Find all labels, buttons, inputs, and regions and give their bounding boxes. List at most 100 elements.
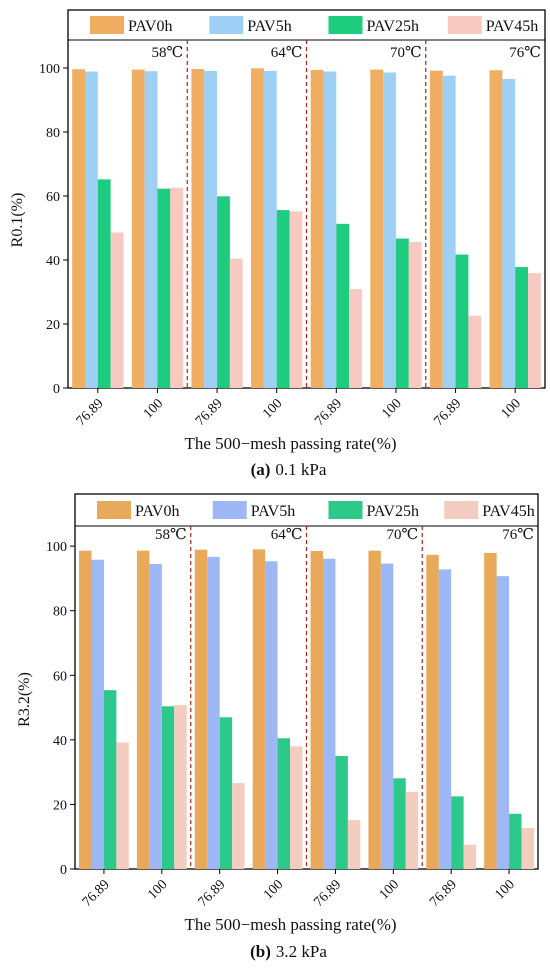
bar bbox=[265, 561, 278, 869]
bar bbox=[335, 756, 348, 869]
y-tick-label: 0 bbox=[60, 863, 67, 878]
group-label: 64℃ bbox=[271, 45, 303, 61]
x-tick-label: 100 bbox=[141, 396, 166, 421]
bar bbox=[347, 819, 361, 869]
legend-label: PAV25h bbox=[367, 503, 419, 520]
bar bbox=[217, 196, 230, 388]
bar bbox=[528, 273, 541, 388]
legend-label: PAV0h bbox=[135, 503, 179, 520]
bar bbox=[502, 78, 516, 388]
bar bbox=[232, 783, 245, 869]
bar bbox=[277, 738, 291, 869]
bar bbox=[174, 704, 187, 869]
legend-label: PAV0h bbox=[128, 18, 172, 35]
chart-panel-a: PAV0h PAV5h PAV25h PAV45h 0 20 40 60 80 100 R0.1(%… bbox=[9, 9, 546, 479]
bar bbox=[336, 223, 350, 388]
legend-swatch bbox=[209, 16, 244, 34]
y-tick-label: 60 bbox=[46, 190, 60, 205]
bar bbox=[509, 813, 522, 869]
bar bbox=[97, 179, 111, 388]
bar bbox=[276, 210, 290, 388]
group-label: 64℃ bbox=[271, 527, 303, 543]
x-tick-label: 100 bbox=[260, 396, 285, 421]
bar bbox=[429, 70, 443, 388]
y-tick-label: 20 bbox=[53, 798, 67, 813]
x-tick-label: 76.89 bbox=[432, 396, 465, 429]
panel-label: (b) bbox=[250, 942, 271, 961]
legend-swatch bbox=[97, 501, 131, 519]
bar bbox=[194, 549, 208, 869]
y-tick-label: 40 bbox=[53, 734, 67, 749]
bar bbox=[405, 791, 419, 869]
bar bbox=[395, 238, 409, 388]
y-tick-label: 100 bbox=[39, 62, 60, 77]
plot-frame bbox=[74, 493, 539, 870]
bar bbox=[383, 72, 396, 388]
bar bbox=[157, 188, 171, 388]
bar bbox=[484, 552, 497, 869]
bar bbox=[79, 550, 92, 869]
bar bbox=[442, 75, 456, 389]
y-tick-label: 20 bbox=[46, 318, 60, 333]
y-tick-label: 0 bbox=[53, 382, 60, 397]
x-tick-label: 100 bbox=[499, 396, 524, 421]
bar bbox=[349, 289, 362, 388]
bar bbox=[91, 559, 104, 869]
legend-swatch bbox=[212, 501, 247, 519]
bar bbox=[496, 576, 510, 869]
bar bbox=[110, 232, 124, 388]
bar bbox=[438, 569, 452, 869]
legend-swatch bbox=[328, 501, 363, 519]
legend-swatch bbox=[328, 16, 363, 34]
x-tick-label: 76.89 bbox=[74, 396, 107, 429]
x-tick-label: 76.89 bbox=[427, 877, 460, 910]
bar bbox=[393, 778, 406, 869]
bar bbox=[310, 69, 324, 389]
panel-caption-text: 3.2 kPa bbox=[276, 942, 327, 961]
bar bbox=[463, 844, 477, 869]
legend-swatch bbox=[90, 16, 124, 34]
panel-caption-text: 0.1 kPa bbox=[275, 460, 326, 479]
bar bbox=[322, 558, 336, 869]
x-tick-label: 76.89 bbox=[196, 877, 229, 910]
group-label: 70℃ bbox=[386, 527, 418, 543]
bar bbox=[161, 706, 175, 869]
x-tick-label: 100 bbox=[261, 877, 286, 902]
bar bbox=[290, 746, 303, 869]
bar bbox=[380, 563, 394, 869]
x-tick-label: 100 bbox=[379, 396, 404, 421]
y-tick-label: 60 bbox=[53, 669, 67, 684]
group-label: 76℃ bbox=[509, 45, 541, 61]
y-tick-label: 40 bbox=[46, 254, 60, 269]
legend-label: PAV5h bbox=[247, 18, 291, 35]
group-label: 76℃ bbox=[502, 527, 534, 543]
legend-swatch bbox=[444, 501, 479, 519]
plot-frame bbox=[67, 9, 546, 389]
x-tick-label: 76.89 bbox=[312, 396, 345, 429]
panel-caption: (b) 3.2 kPa bbox=[250, 942, 327, 961]
x-tick-label: 100 bbox=[492, 877, 517, 902]
bar bbox=[84, 71, 98, 389]
bar bbox=[310, 550, 323, 869]
bar bbox=[263, 70, 277, 388]
bar bbox=[204, 70, 218, 388]
bar bbox=[131, 69, 145, 388]
y-axis-label: R0.1(%) bbox=[9, 193, 26, 248]
bar bbox=[170, 187, 184, 388]
x-tick-label: 100 bbox=[145, 877, 170, 902]
x-tick-label: 76.89 bbox=[311, 877, 344, 910]
legend-swatch bbox=[447, 16, 482, 34]
x-tick-label: 100 bbox=[377, 877, 402, 902]
bar bbox=[451, 796, 464, 869]
bar bbox=[521, 827, 534, 869]
legend-label: PAV25h bbox=[367, 18, 419, 35]
bar bbox=[191, 68, 205, 389]
bar bbox=[323, 71, 337, 389]
chart-panel-b: PAV0h PAV5h PAV25h PAV45h 0 20 40 60 80 100 R3.2(%… bbox=[16, 493, 539, 961]
bar bbox=[370, 69, 384, 388]
bar bbox=[103, 690, 117, 869]
bar bbox=[368, 550, 381, 869]
bar bbox=[251, 68, 264, 388]
